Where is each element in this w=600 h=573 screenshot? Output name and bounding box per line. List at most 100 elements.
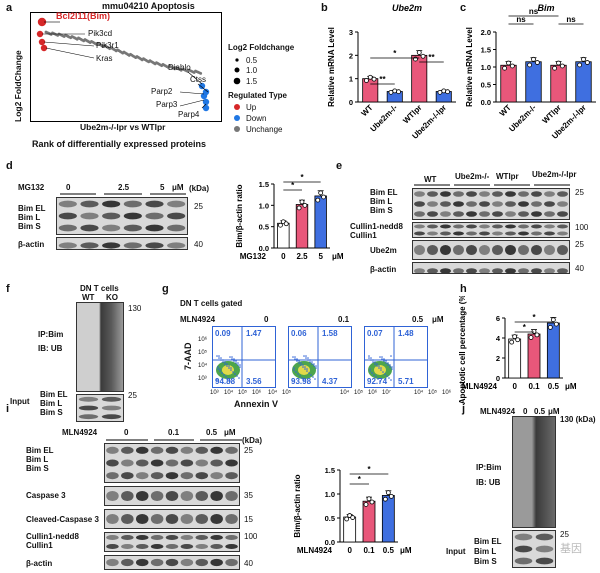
i-row-bimel: Bim EL <box>26 446 54 455</box>
band <box>535 545 554 553</box>
i-row-casp3: Caspase 3 <box>26 491 66 500</box>
band <box>531 211 542 217</box>
bar-2 <box>550 64 567 103</box>
flow-event <box>388 377 390 379</box>
flow-event <box>298 360 300 362</box>
j-input: Input <box>446 547 466 556</box>
flow-event <box>313 363 315 365</box>
a-point <box>202 104 210 112</box>
flow-event <box>369 368 371 370</box>
i-row-cullin1: Cullin1 <box>26 541 53 550</box>
x-prefix: MLN4924 <box>297 546 333 555</box>
x-prefix: MG132 <box>240 252 267 261</box>
flow-event <box>238 377 240 379</box>
y-tick-label: 0.5 <box>481 81 491 90</box>
flow-event <box>296 358 298 360</box>
i-row-biml: Bim L <box>26 455 49 464</box>
data-point <box>581 56 586 62</box>
g-ytick-3: 10⁴ <box>198 363 208 369</box>
data-point <box>344 516 350 522</box>
bar-1 <box>295 204 309 249</box>
x-label-2: 5 <box>318 252 323 261</box>
flow-event <box>235 362 237 364</box>
sig-label: ns <box>516 15 526 24</box>
band <box>150 446 164 454</box>
sig-label: * <box>532 313 536 322</box>
band <box>479 244 490 256</box>
flow-event <box>385 362 387 364</box>
band <box>101 396 122 402</box>
flow-event <box>229 356 231 358</box>
g-ylabel: 7-AAD <box>183 342 193 370</box>
data-point <box>506 60 511 66</box>
g-xtick-a3: 10³ <box>210 390 219 396</box>
sig-label: * <box>291 181 295 190</box>
i-dose-05: 0.5 <box>206 428 218 437</box>
band <box>195 446 209 454</box>
i-treat: MLN4924 <box>62 428 98 437</box>
band <box>167 242 186 249</box>
y-tick-label: 0.0 <box>325 538 335 547</box>
band <box>135 558 149 567</box>
a-point <box>38 38 46 46</box>
band <box>492 268 503 273</box>
band <box>102 224 121 232</box>
band <box>210 446 223 454</box>
band <box>80 200 99 208</box>
data-point <box>366 496 372 502</box>
bar-0 <box>508 338 522 379</box>
i-dose-0: 0 <box>124 428 129 437</box>
band <box>78 396 99 402</box>
g-plot-0-q1: 0.09 <box>215 329 231 338</box>
g-plot-1-q1: 0.06 <box>291 329 307 338</box>
data-point <box>367 74 373 80</box>
band <box>180 558 194 567</box>
g-xticks-3: 10⁴ <box>340 390 350 396</box>
band <box>121 513 134 525</box>
band <box>121 459 134 467</box>
i-blot-casp3 <box>104 486 240 506</box>
a-point <box>200 92 208 100</box>
flow-event <box>227 378 229 380</box>
y-tick-label: 0.5 <box>259 223 269 232</box>
blot-bands <box>106 513 238 525</box>
band <box>135 459 149 467</box>
g-plot-2: 0.07 1.48 92.74 5.71 <box>364 326 428 388</box>
sig-label: * <box>358 475 362 484</box>
band <box>531 201 542 207</box>
band <box>225 534 238 541</box>
i-dose-lines <box>106 439 242 441</box>
flow-event <box>371 372 373 374</box>
f-ip: IP:Bim <box>38 330 64 339</box>
a-point <box>202 98 210 106</box>
band <box>123 212 142 220</box>
a-legend-type-title: Regulated Type <box>228 91 287 100</box>
flow-event <box>390 355 392 357</box>
flow-event <box>386 375 388 377</box>
band <box>531 191 542 197</box>
band <box>453 268 464 273</box>
g-plot-1-q3: 93.98 <box>291 377 312 386</box>
band <box>195 543 209 550</box>
band <box>102 212 121 220</box>
y-tick-label: 1.5 <box>481 46 491 55</box>
e-marker-25a: 25 <box>575 188 584 197</box>
band <box>165 513 179 525</box>
d-row-actin: β-actin <box>18 240 45 249</box>
band <box>479 201 490 207</box>
a-gene-pik3r1: Pik3r1 <box>96 41 119 50</box>
a-gene-parp4: Parp4 <box>178 110 200 119</box>
band <box>453 191 464 197</box>
data-point <box>396 89 401 95</box>
g-plot-2-q2: 1.48 <box>398 329 414 338</box>
band <box>466 244 477 256</box>
band <box>150 490 164 502</box>
g-xticks-4: 10⁵ <box>354 390 364 396</box>
y-label: Bim/β-actin ratio <box>293 474 302 537</box>
band <box>58 224 77 232</box>
d-blot-bim <box>56 197 188 235</box>
x-label-0: 0 <box>512 382 517 391</box>
flow-core <box>374 365 386 375</box>
flow-event <box>372 361 374 363</box>
a-title: mmu04210 Apoptosis <box>102 1 195 11</box>
